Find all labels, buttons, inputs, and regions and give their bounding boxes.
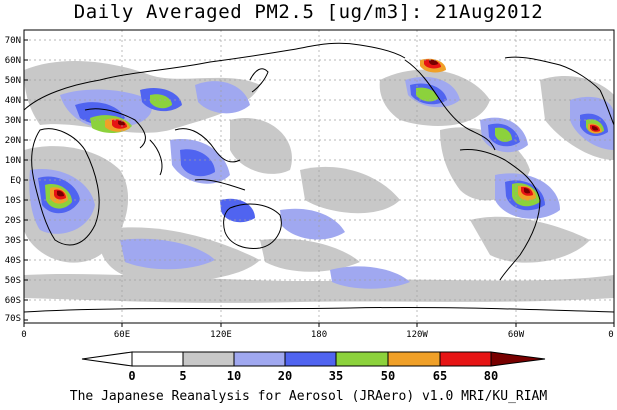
colorbar-box [131,351,184,367]
colorbar-box [439,351,492,367]
colorbar-label: 50 [381,369,395,383]
lon-label: 0 [21,330,26,340]
colorbar-arrow-high [490,351,546,367]
colorbar-box [335,351,389,367]
map-title: Daily Averaged PM2.5 [ug/m3]: 21Aug2012 [73,1,544,23]
lat-label: 50S [5,276,21,286]
lat-label: 40N [5,96,21,106]
lat-label: 20S [5,216,21,226]
lat-label: 70S [5,314,21,324]
colorbar-box [182,351,235,367]
lat-label: 30S [5,236,21,246]
lat-label: 10S [5,196,21,206]
lat-label: 20N [5,136,21,146]
colorbar-label: 65 [433,369,447,383]
lat-label: EQ [10,176,21,186]
lat-label: 70N [5,36,21,46]
footer-caption: The Japanese Reanalysis for Aerosol (JRA… [69,389,548,404]
colorbar-label: 20 [278,369,292,383]
lat-label: 60S [5,296,21,306]
lon-label: 120E [210,330,232,340]
lat-label: 60N [5,56,21,66]
colorbar-label: 35 [329,369,343,383]
colorbar-box [284,351,337,367]
colorbar [81,351,546,367]
lat-label: 10N [5,156,21,166]
colorbar-label: 0 [128,369,135,383]
lon-label: 120W [406,330,428,340]
coastlines [24,42,614,313]
lon-label: 60W [508,330,525,340]
lat-label: 30N [5,116,21,126]
lat-label: 40S [5,256,21,266]
pm25-field [24,30,614,323]
colorbar-label: 5 [179,369,186,383]
lon-label: 0 [608,330,613,340]
colorbar-label: 80 [484,369,498,383]
colorbar-box [387,351,441,367]
lon-label: 180 [311,330,327,340]
colorbar-box [233,351,286,367]
colorbar-label: 10 [227,369,241,383]
colorbar-arrow-low [81,351,133,367]
lat-label: 50N [5,76,21,86]
lon-label: 60E [114,330,130,340]
